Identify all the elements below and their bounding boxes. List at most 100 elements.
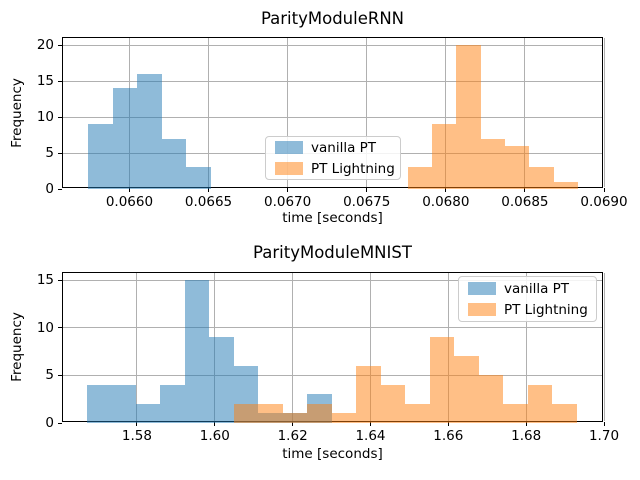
x-tick-label: 0.0685 [501,194,549,210]
y-gridline [63,327,602,329]
y-tick-mark [58,152,62,154]
x-tick-mark [445,188,447,192]
x-gridline [136,273,138,421]
histogram-bar [356,365,381,423]
histogram-bar [552,403,577,423]
y-tick-label: 5 [45,367,54,384]
legend-label-vanilla-pt: vanilla PT [504,280,570,297]
y-tick-mark [58,279,62,281]
y-gridline [63,44,602,46]
histogram-bar [429,337,455,423]
chart-title-parity-module-mnist: ParityModuleMNIST [253,243,412,262]
y-gridline [63,279,602,281]
histogram-bar [209,337,234,423]
x-tick-label: 1.68 [511,428,542,444]
legend-bottom: vanilla PT PT Lightning [458,276,597,322]
legend-swatch-pt-lightning [468,303,496,316]
legend-entry-pt-lightning: PT Lightning [275,161,395,177]
x-tick-mark [603,188,605,192]
x-tick-label: 1.64 [355,428,386,444]
histogram-bar [454,356,479,423]
histogram-bar [160,384,185,423]
y-gridline [63,374,602,376]
x-tick-mark [292,422,294,426]
histogram-bar [307,403,332,423]
axes-parity-module-mnist: 0 5 10 15 1.58 1.60 1.62 1.64 1.66 1.68 1.70 [37,272,619,444]
x-gridline [603,273,605,421]
y-axis-label-wrap-bottom: Frequency [6,272,28,422]
histogram-bar [111,384,136,423]
histogram-bar [184,280,210,423]
x-gridline [369,273,371,421]
x-axis-label-bottom: time [seconds] [282,446,383,462]
legend-entry-vanilla-pt: vanilla PT [468,281,586,297]
x-gridline [287,38,289,187]
y-tick-label: 15 [36,73,54,90]
y-tick-mark [58,116,62,118]
histogram-bar [282,413,308,423]
x-tick-mark [287,188,289,192]
histogram-bar [553,181,578,189]
histogram-bar [136,403,161,423]
legend-swatch-vanilla-pt [468,282,496,295]
x-tick-label: 0.0680 [422,194,470,210]
legend-top: vanilla PT PT Lightning [265,136,401,180]
y-gridline [63,116,602,118]
y-tick-label: 20 [36,37,54,54]
histogram-bar [331,413,357,423]
y-tick-label: 5 [45,145,54,162]
chart-title-parity-module-rnn: ParityModuleRNN [260,9,405,28]
histogram-bar [503,403,528,423]
x-tick-label: 1.62 [277,428,308,444]
histogram-bar [186,167,211,189]
legend-label-pt-lightning: PT Lightning [504,301,588,318]
x-tick-mark [525,422,527,426]
histogram-bar [380,384,406,423]
x-axis-label-top: time [seconds] [282,210,383,226]
y-tick-label: 0 [45,415,54,431]
y-tick-label: 0 [45,181,54,197]
legend-label-pt-lightning: PT Lightning [311,160,395,177]
x-gridline [445,38,447,187]
x-gridline [524,38,526,187]
x-tick-label: 0.0690 [580,194,628,210]
x-gridline [603,38,605,187]
legend-entry-vanilla-pt: vanilla PT [275,140,390,156]
x-tick-label: 1.70 [588,428,620,444]
legend-swatch-vanilla-pt [275,141,303,154]
y-tick-mark [58,422,62,424]
legend-entry-pt-lightning: PT Lightning [468,301,588,318]
histogram-bar [529,167,554,189]
x-tick-mark [136,422,138,426]
histogram-bar [407,167,433,189]
x-tick-label: 1.66 [433,428,464,444]
x-tick-label: 0.0660 [105,194,154,210]
y-tick-label: 15 [36,272,54,289]
y-tick-mark [58,44,62,46]
x-tick-mark [128,188,130,192]
y-tick-mark [58,188,62,190]
x-tick-label: 0.0675 [343,194,391,210]
histogram-bar [405,403,430,423]
axes-parity-module-rnn: 0 5 10 15 20 0.0660 0.0665 0.0670 0.0675 0.0680 0.… [37,37,628,210]
histogram-bar [478,375,504,423]
histogram-bar [233,403,259,423]
x-tick-label: 1.60 [199,428,230,444]
x-tick-mark [366,188,368,192]
histogram-bar [87,384,112,423]
x-tick-label: 0.0670 [264,194,312,210]
histogram-bar [137,73,162,189]
x-gridline [208,38,210,187]
histogram-bar [88,124,113,189]
y-tick-label: 10 [36,319,54,336]
legend-label-vanilla-pt: vanilla PT [311,139,377,156]
x-gridline [525,273,527,421]
x-tick-mark [524,188,526,192]
x-gridline [292,273,294,421]
x-tick-mark [447,422,449,426]
x-tick-label: 1.58 [121,428,152,444]
histogram-bar [527,384,553,423]
legend-swatch-pt-lightning [275,162,303,175]
histogram-bar [161,138,187,189]
